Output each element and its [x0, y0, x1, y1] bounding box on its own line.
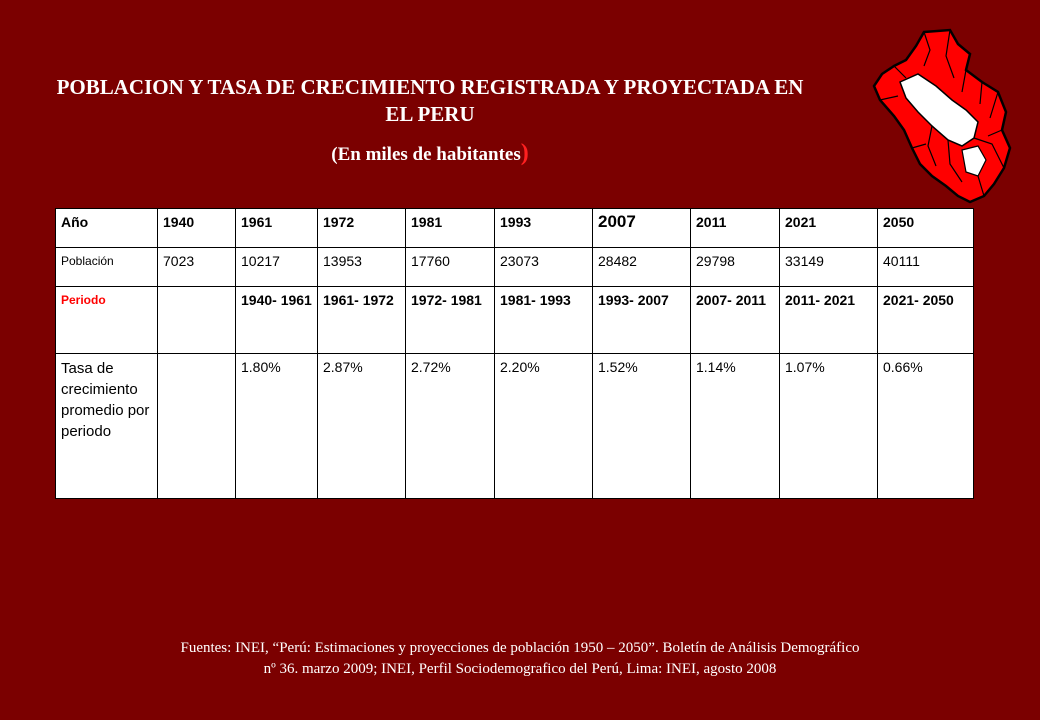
rate-label: Tasa de crecimiento promedio por periodo — [55, 353, 158, 499]
rate-cell: 2.87% — [317, 353, 406, 499]
rate-cell: 1.07% — [779, 353, 878, 499]
period-cell: 1961- 1972 — [317, 286, 406, 354]
period-cell: 2007- 2011 — [690, 286, 780, 354]
table-row-rate: Tasa de crecimiento promedio por periodo… — [55, 353, 974, 499]
period-cell: 1993- 2007 — [592, 286, 691, 354]
year-cell: 1940 — [157, 208, 236, 248]
page-subtitle: (En miles de habitantes) — [40, 140, 820, 167]
population-cell: 40111 — [877, 247, 974, 287]
population-cell: 23073 — [494, 247, 593, 287]
population-cell: 13953 — [317, 247, 406, 287]
year-cell: 1972 — [317, 208, 406, 248]
year-cell: 1981 — [405, 208, 495, 248]
population-table: Año 1940 1961 1972 1981 1993 2007 2011 2… — [55, 208, 974, 499]
rate-cell: 2.20% — [494, 353, 593, 499]
table-row-year: Año 1940 1961 1972 1981 1993 2007 2011 2… — [55, 208, 974, 248]
rate-cell: 1.14% — [690, 353, 780, 499]
population-cell: 17760 — [405, 247, 495, 287]
year-label: Año — [55, 208, 158, 248]
peru-map-icon — [872, 28, 1012, 204]
subtitle-text: (En miles de habitantes — [331, 144, 521, 165]
year-cell: 2021 — [779, 208, 878, 248]
period-cell: 1940- 1961 — [235, 286, 318, 354]
population-cell: 29798 — [690, 247, 780, 287]
population-cell: 33149 — [779, 247, 878, 287]
period-cell: 2021- 2050 — [877, 286, 974, 354]
source-note: Fuentes: INEI, “Perú: Estimaciones y pro… — [60, 638, 980, 680]
period-cell: 2011- 2021 — [779, 286, 878, 354]
period-cell: 1981- 1993 — [494, 286, 593, 354]
source-line-2: nº 36. marzo 2009; INEI, Perfil Sociodem… — [263, 661, 777, 677]
year-cell: 2011 — [690, 208, 780, 248]
table-row-period: Periodo 1940- 1961 1961- 1972 1972- 1981… — [55, 286, 974, 354]
rate-cell — [157, 353, 236, 499]
table-row-population: Población 7023 10217 13953 17760 23073 2… — [55, 247, 974, 287]
year-cell-highlight: 2007 — [592, 208, 691, 248]
period-cell: 1972- 1981 — [405, 286, 495, 354]
population-label: Población — [55, 247, 158, 287]
population-cell: 10217 — [235, 247, 318, 287]
page-title: POBLACION Y TASA DE CRECIMIENTO REGISTRA… — [56, 75, 804, 126]
rate-cell: 2.72% — [405, 353, 495, 499]
rate-cell: 1.52% — [592, 353, 691, 499]
population-cell: 7023 — [157, 247, 236, 287]
year-cell: 2050 — [877, 208, 974, 248]
year-cell: 1993 — [494, 208, 593, 248]
source-line-1: Fuentes: INEI, “Perú: Estimaciones y pro… — [180, 640, 860, 656]
period-label: Periodo — [55, 286, 158, 354]
subtitle-close-paren: ) — [520, 140, 529, 166]
rate-cell: 1.80% — [235, 353, 318, 499]
population-cell: 28482 — [592, 247, 691, 287]
rate-cell: 0.66% — [877, 353, 974, 499]
year-cell: 1961 — [235, 208, 318, 248]
period-cell — [157, 286, 236, 354]
